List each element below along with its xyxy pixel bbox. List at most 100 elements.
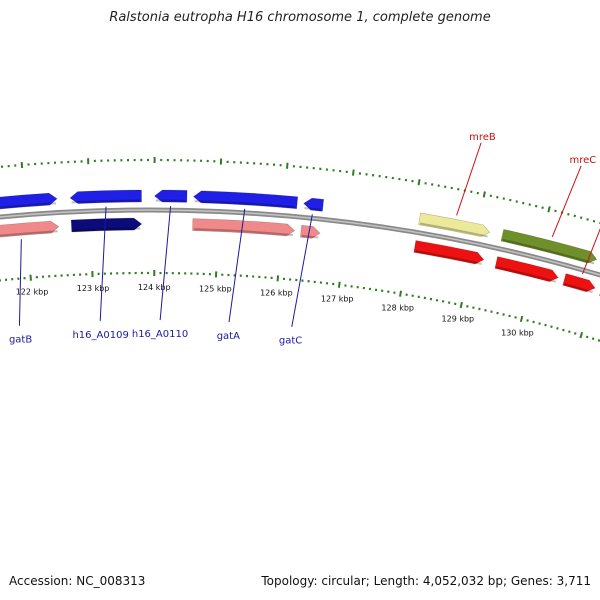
gene-feature-shadow <box>502 238 595 265</box>
minor-tick <box>541 206 544 209</box>
minor-tick <box>591 337 595 341</box>
minor-tick <box>574 332 577 335</box>
gene-feature-unnamed-3[interactable] <box>70 217 143 233</box>
gene-feature-shadow <box>419 222 488 238</box>
gene-label-mreB[interactable]: mreB <box>469 132 496 143</box>
major-tick <box>547 206 551 213</box>
major-tick <box>276 275 280 282</box>
minor-tick <box>554 209 557 213</box>
gene-feature-unnamed-6[interactable] <box>192 218 296 237</box>
gene-feature-gatC[interactable] <box>303 197 325 212</box>
gene-feature-shadow <box>304 206 322 211</box>
label-leader-line <box>291 214 313 327</box>
major-tick <box>399 290 402 297</box>
label-leader-line <box>159 206 172 321</box>
scale-label: 126 kbp <box>260 288 293 297</box>
gene-feature-shadow <box>415 250 482 265</box>
major-tick <box>459 301 463 309</box>
gene-feature-h16_A0110[interactable] <box>153 189 188 203</box>
gene-feature-shadow <box>194 200 296 209</box>
gene-label-gatA[interactable]: gatA <box>217 331 240 342</box>
minor-tick <box>562 328 565 332</box>
gene-feature-unnamed-0[interactable] <box>0 192 58 211</box>
label-leader-line <box>582 228 600 275</box>
minor-tick <box>502 313 505 316</box>
scale-labels: 122 kbp 123 kbp 124 kbp 125 kbp 126 kbp 127 k… <box>16 283 534 337</box>
minor-tick <box>508 314 511 318</box>
gene-feature-shadow <box>72 227 141 232</box>
gene-label-h16_A0109[interactable]: h16_A0109 <box>72 330 128 341</box>
scale-label: 129 kbp <box>442 315 475 324</box>
scale-label: 122 kbp <box>16 288 49 297</box>
minor-tick <box>532 320 535 324</box>
gene-feature-shadow <box>71 199 141 204</box>
label-leader-line <box>228 208 246 323</box>
genome-summary-text: Topology: circular; Length: 4,052,032 bp… <box>261 574 591 588</box>
minor-tick <box>586 218 589 221</box>
page-title: Ralstonia eutropha H16 chromosome 1, com… <box>109 10 491 25</box>
gene-feature-mreB[interactable] <box>418 212 491 237</box>
minor-tick <box>534 204 538 208</box>
gene-feature-shadow <box>301 234 319 239</box>
gene-label-mreC[interactable]: mreC <box>570 155 597 166</box>
minor-tick <box>556 327 559 330</box>
accession-text: Accession: NC_008313 <box>9 574 146 588</box>
gene-feature-h16_A0109[interactable] <box>69 189 142 204</box>
backbone-highlight <box>0 209 600 276</box>
gene-label-h16_A0110[interactable]: h16_A0110 <box>132 329 188 340</box>
minor-tick <box>592 219 596 223</box>
minor-tick <box>496 311 499 315</box>
gene-feature-mreD[interactable] <box>562 273 596 293</box>
major-tick <box>286 162 289 169</box>
gene-feature-unnamed-12[interactable] <box>494 256 559 282</box>
gene-feature-shadow <box>0 230 58 237</box>
gene-feature-mreC[interactable] <box>500 228 598 264</box>
minor-tick <box>522 201 525 205</box>
major-tick <box>351 169 355 176</box>
inner-tick-ring <box>0 270 600 342</box>
label-leader-line <box>456 142 482 216</box>
gene-labels: gatBh16_A0109h16_A0110gatAgatCmreBmreCmr… <box>9 132 600 347</box>
gene-feature-gatA[interactable] <box>192 190 299 210</box>
gene-feature-shadow <box>0 202 57 209</box>
gene-feature-unnamed-10[interactable] <box>413 240 485 265</box>
minor-tick <box>579 216 583 220</box>
chromosome-backbone <box>0 207 600 278</box>
major-tick <box>579 331 584 339</box>
major-tick <box>337 281 341 288</box>
minor-tick <box>573 214 577 218</box>
scale-label: 127 kbp <box>321 295 354 304</box>
gene-feature-unnamed-8[interactable] <box>300 224 321 239</box>
label-leader-line <box>99 206 107 321</box>
minor-tick <box>538 322 541 325</box>
backbone-line <box>0 207 600 278</box>
minor-tick <box>597 339 600 342</box>
gene-feature-shadow <box>564 283 593 294</box>
gene-features <box>0 189 600 297</box>
gene-feature-gatB[interactable] <box>0 220 60 239</box>
scale-label: 125 kbp <box>199 284 232 293</box>
minor-tick <box>528 203 531 206</box>
major-tick <box>482 191 486 198</box>
gene-label-gatC[interactable]: gatC <box>279 336 302 347</box>
minor-tick <box>568 330 571 334</box>
scale-label: 128 kbp <box>381 303 414 312</box>
outer-tick-ring <box>0 157 600 225</box>
minor-tick <box>585 335 589 339</box>
major-tick <box>519 315 524 323</box>
minor-tick <box>526 319 529 322</box>
gene-feature-shadow <box>193 228 294 237</box>
gene-label-gatB[interactable]: gatB <box>9 335 32 346</box>
minor-tick <box>544 323 547 327</box>
minor-tick <box>567 212 570 216</box>
minor-tick <box>550 325 553 329</box>
major-tick <box>417 179 421 186</box>
scale-label: 130 kbp <box>501 328 534 337</box>
gene-feature-shadow <box>496 266 557 283</box>
scale-label: 123 kbp <box>77 284 110 293</box>
label-leader-line <box>18 239 22 326</box>
scale-label: 124 kbp <box>138 283 171 292</box>
minor-tick <box>514 316 517 319</box>
